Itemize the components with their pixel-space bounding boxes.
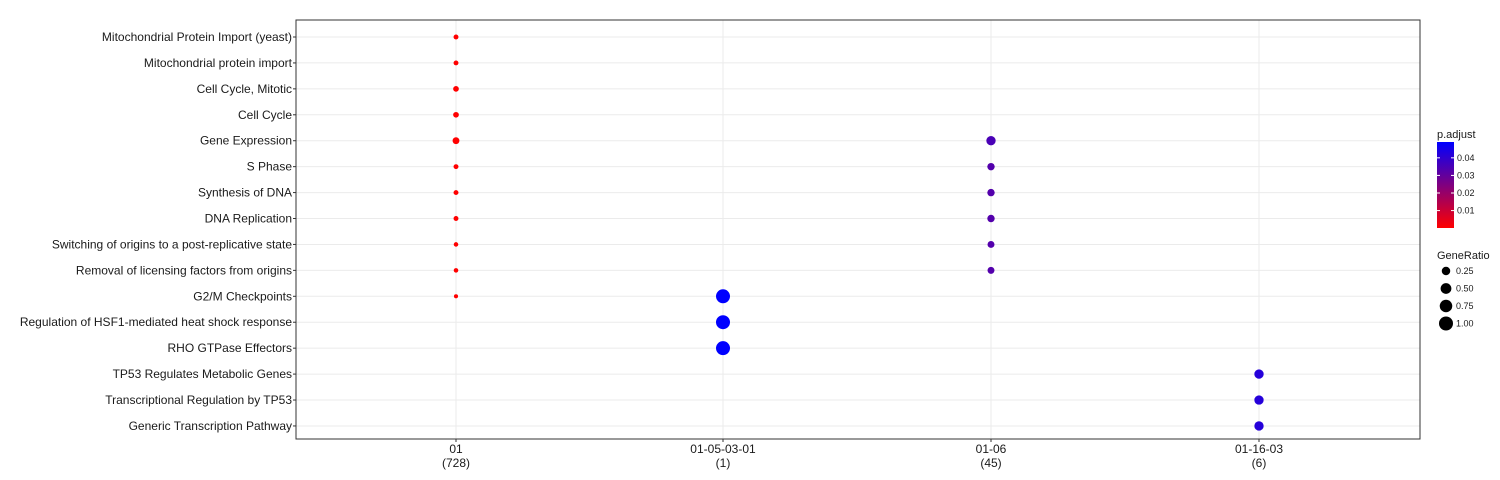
x-tick-label: 01-05-03-01 — [690, 442, 756, 456]
data-point — [1254, 421, 1264, 431]
data-points — [452, 34, 1264, 431]
data-point — [453, 242, 459, 247]
color-legend-title: p.adjust — [1437, 129, 1476, 141]
y-tick-label: G2/M Checkpoints — [193, 289, 292, 303]
x-tick-count: (6) — [1252, 456, 1267, 470]
data-point — [987, 214, 995, 223]
y-tick-label: Switching of origins to a post-replicati… — [52, 237, 292, 251]
size-legend-label: 1.00 — [1456, 319, 1474, 329]
data-point — [453, 294, 459, 299]
color-legend-label: 0.02 — [1457, 188, 1475, 198]
y-tick-label: Mitochondrial protein import — [144, 56, 293, 70]
size-legend: GeneRatio 0.25 0.50 0.75 1.00 — [1437, 250, 1490, 331]
y-tick-label: Cell Cycle, Mitotic — [197, 82, 292, 96]
y-tick-label: DNA Replication — [205, 212, 292, 226]
data-point — [453, 216, 459, 221]
color-legend: p.adjust 0.01 0.02 0.03 0.04 — [1437, 129, 1476, 228]
color-legend-bar — [1437, 142, 1454, 228]
plot-border — [295, 19, 1421, 440]
y-tick-label: Cell Cycle — [238, 108, 292, 122]
data-point — [987, 240, 995, 248]
y-axis: Mitochondrial Protein Import (yeast) Mito… — [20, 30, 296, 433]
data-point — [453, 86, 459, 92]
data-point — [716, 315, 730, 330]
data-point — [1254, 395, 1264, 405]
y-tick-label: Transcriptional Regulation by TP53 — [105, 393, 292, 407]
y-tick-label: Regulation of HSF1-mediated heat shock r… — [20, 315, 292, 329]
size-legend-dot — [1441, 266, 1451, 276]
x-tick-count: (728) — [442, 456, 470, 470]
y-tick-label: S Phase — [247, 160, 293, 174]
data-point — [716, 341, 730, 356]
x-tick-label: 01-16-03 — [1235, 442, 1283, 456]
data-point — [453, 60, 459, 66]
x-tick-count: (1) — [716, 456, 731, 470]
data-point — [716, 289, 730, 304]
y-tick-label: Gene Expression — [200, 134, 292, 148]
x-tick-label: 01 — [449, 442, 463, 456]
y-tick-label: Synthesis of DNA — [198, 186, 292, 200]
data-point — [987, 266, 995, 274]
size-legend-title: GeneRatio — [1437, 250, 1490, 262]
data-point — [986, 136, 996, 146]
size-legend-label: 0.75 — [1456, 301, 1474, 311]
color-legend-label: 0.01 — [1457, 206, 1475, 216]
data-point — [453, 268, 459, 273]
x-tick-label: 01-06 — [976, 442, 1007, 456]
y-tick-label: Removal of licensing factors from origin… — [76, 263, 292, 277]
data-point — [987, 162, 995, 171]
data-point — [453, 111, 459, 118]
data-point — [453, 34, 459, 40]
size-legend-dot — [1439, 316, 1453, 331]
x-tick-count: (45) — [980, 456, 1001, 470]
size-legend-dot — [1440, 283, 1452, 294]
size-legend-label: 0.50 — [1456, 284, 1474, 294]
data-point — [453, 190, 459, 196]
grid-lines — [296, 20, 1420, 439]
data-point — [452, 137, 460, 145]
x-axis: 01(728) 01-05-03-01(1) 01-06(45) 01-16-03(6… — [442, 439, 1283, 470]
data-point — [1254, 369, 1264, 379]
y-tick-label: Mitochondrial Protein Import (yeast) — [102, 30, 292, 44]
data-point — [453, 164, 459, 170]
color-legend-label: 0.04 — [1457, 153, 1475, 163]
size-legend-dot — [1439, 299, 1453, 313]
size-legend-label: 0.25 — [1456, 266, 1474, 276]
y-tick-label: Generic Transcription Pathway — [129, 419, 292, 433]
y-tick-label: TP53 Regulates Metabolic Genes — [113, 367, 292, 381]
y-tick-label: RHO GTPase Effectors — [168, 341, 292, 355]
color-legend-label: 0.03 — [1457, 170, 1475, 180]
data-point — [987, 188, 995, 197]
plot-background — [296, 20, 1420, 439]
